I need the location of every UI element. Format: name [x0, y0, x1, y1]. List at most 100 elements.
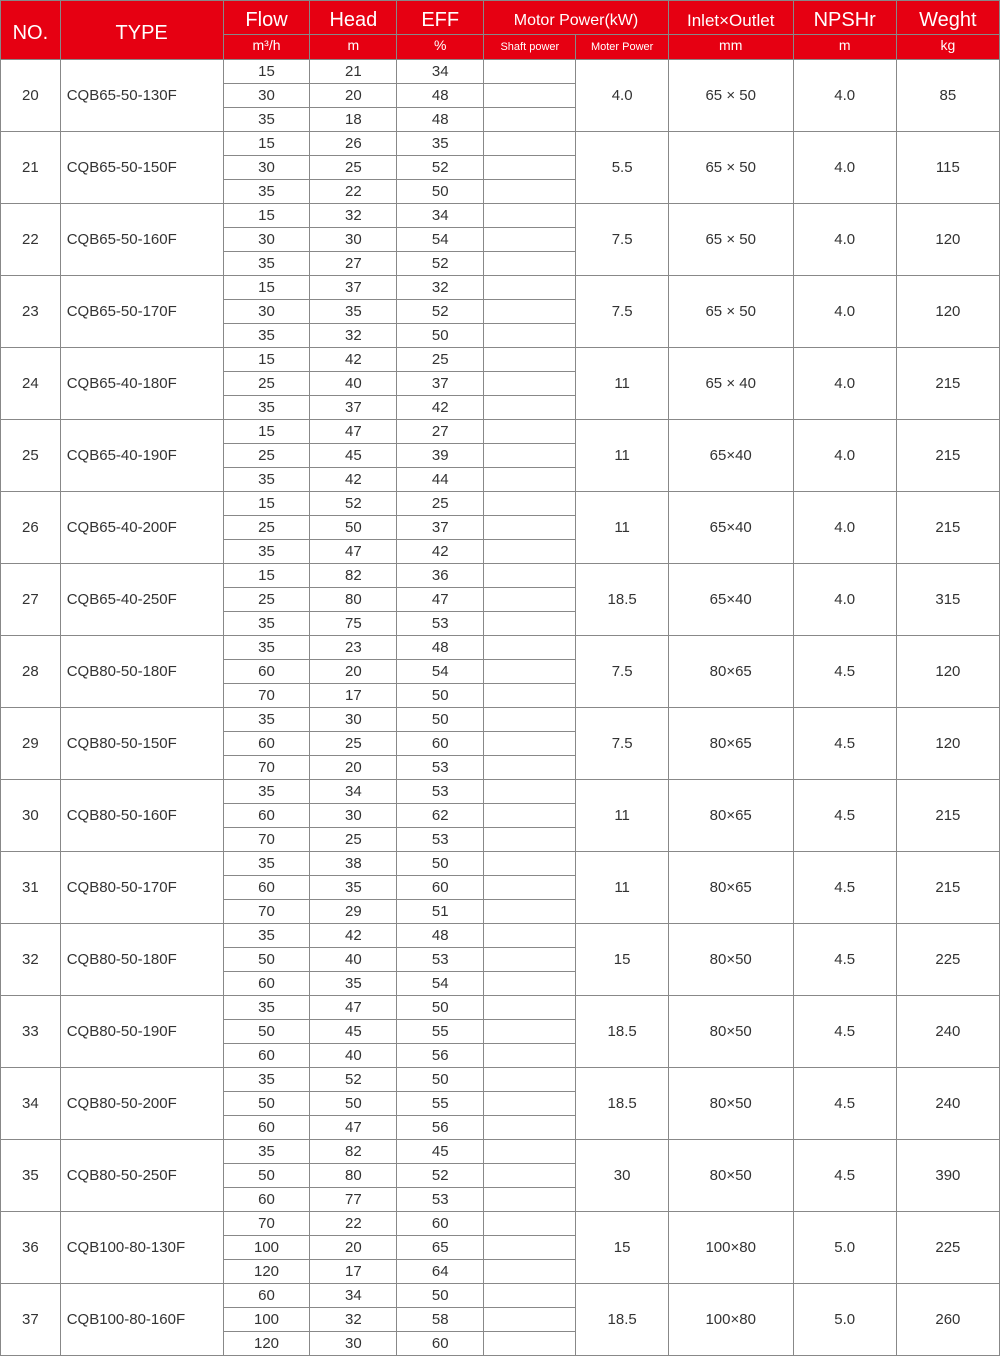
cell-shaft [484, 1260, 576, 1284]
cell-eff: 44 [397, 468, 484, 492]
cell-head: 50 [310, 516, 397, 540]
cell-type: CQB65-40-180F [60, 348, 223, 420]
cell-shaft [484, 1332, 576, 1356]
table-row: 27CQB65-40-250F15823618.565×404.0315 [1, 564, 1000, 588]
cell-type: CQB80-50-150F [60, 708, 223, 780]
cell-npshr: 4.0 [793, 60, 896, 132]
cell-type: CQB100-80-130F [60, 1212, 223, 1284]
cell-weight: 215 [896, 348, 999, 420]
cell-head: 25 [310, 828, 397, 852]
cell-flow: 30 [223, 300, 310, 324]
cell-flow: 35 [223, 612, 310, 636]
cell-no: 36 [1, 1212, 61, 1284]
cell-inlet: 80×65 [668, 780, 793, 852]
cell-npshr: 4.0 [793, 204, 896, 276]
table-row: 33CQB80-50-190F35475018.580×504.5240 [1, 996, 1000, 1020]
cell-head: 47 [310, 540, 397, 564]
cell-npshr: 4.5 [793, 636, 896, 708]
table-body: 20CQB65-50-130F1521344.065 × 504.0853020… [1, 60, 1000, 1356]
cell-weight: 120 [896, 204, 999, 276]
cell-motor: 7.5 [576, 708, 668, 780]
cell-shaft [484, 924, 576, 948]
cell-shaft [484, 660, 576, 684]
cell-eff: 55 [397, 1092, 484, 1116]
cell-type: CQB80-50-190F [60, 996, 223, 1068]
cell-inlet: 65×40 [668, 564, 793, 636]
cell-eff: 60 [397, 1212, 484, 1236]
cell-weight: 215 [896, 852, 999, 924]
cell-type: CQB65-40-250F [60, 564, 223, 636]
cell-head: 34 [310, 1284, 397, 1308]
cell-weight: 120 [896, 708, 999, 780]
cell-eff: 25 [397, 348, 484, 372]
cell-flow: 70 [223, 756, 310, 780]
cell-flow: 35 [223, 252, 310, 276]
cell-no: 30 [1, 780, 61, 852]
cell-motor: 11 [576, 348, 668, 420]
cell-head: 82 [310, 564, 397, 588]
cell-shaft [484, 1140, 576, 1164]
cell-head: 20 [310, 660, 397, 684]
cell-weight: 260 [896, 1284, 999, 1356]
cell-motor: 4.0 [576, 60, 668, 132]
cell-eff: 56 [397, 1116, 484, 1140]
cell-head: 22 [310, 180, 397, 204]
cell-shaft [484, 780, 576, 804]
cell-eff: 37 [397, 372, 484, 396]
cell-weight: 225 [896, 924, 999, 996]
cell-eff: 53 [397, 948, 484, 972]
cell-head: 35 [310, 300, 397, 324]
cell-eff: 50 [397, 852, 484, 876]
cell-eff: 32 [397, 276, 484, 300]
cell-eff: 50 [397, 324, 484, 348]
cell-flow: 15 [223, 276, 310, 300]
table-row: 21CQB65-50-150F1526355.565 × 504.0115 [1, 132, 1000, 156]
cell-shaft [484, 1020, 576, 1044]
cell-shaft [484, 708, 576, 732]
cell-head: 35 [310, 972, 397, 996]
cell-npshr: 5.0 [793, 1212, 896, 1284]
cell-eff: 55 [397, 1020, 484, 1044]
cell-head: 40 [310, 372, 397, 396]
cell-flow: 35 [223, 996, 310, 1020]
table-row: 35CQB80-50-250F3582453080×504.5390 [1, 1140, 1000, 1164]
table-row: 29CQB80-50-150F3530507.580×654.5120 [1, 708, 1000, 732]
col-shaft: Shaft power [484, 35, 576, 60]
cell-head: 37 [310, 276, 397, 300]
cell-eff: 62 [397, 804, 484, 828]
cell-head: 42 [310, 468, 397, 492]
col-weight-unit: kg [896, 35, 999, 60]
cell-head: 30 [310, 228, 397, 252]
cell-head: 47 [310, 420, 397, 444]
cell-head: 22 [310, 1212, 397, 1236]
cell-no: 28 [1, 636, 61, 708]
cell-flow: 15 [223, 564, 310, 588]
cell-shaft [484, 732, 576, 756]
cell-flow: 30 [223, 156, 310, 180]
cell-eff: 27 [397, 420, 484, 444]
cell-inlet: 80×65 [668, 708, 793, 780]
cell-shaft [484, 852, 576, 876]
col-motor: Motor Power(kW) [484, 1, 669, 35]
cell-inlet: 65×40 [668, 420, 793, 492]
cell-flow: 35 [223, 1140, 310, 1164]
cell-type: CQB65-40-200F [60, 492, 223, 564]
cell-no: 26 [1, 492, 61, 564]
cell-eff: 53 [397, 780, 484, 804]
col-head-unit: m [310, 35, 397, 60]
cell-flow: 35 [223, 540, 310, 564]
cell-shaft [484, 1212, 576, 1236]
table-row: 37CQB100-80-160F60345018.5100×805.0260 [1, 1284, 1000, 1308]
cell-shaft [484, 540, 576, 564]
cell-motor: 18.5 [576, 1068, 668, 1140]
cell-eff: 52 [397, 156, 484, 180]
cell-eff: 54 [397, 228, 484, 252]
cell-npshr: 4.5 [793, 852, 896, 924]
cell-shaft [484, 492, 576, 516]
cell-head: 52 [310, 1068, 397, 1092]
cell-eff: 50 [397, 180, 484, 204]
cell-head: 80 [310, 1164, 397, 1188]
cell-eff: 54 [397, 660, 484, 684]
cell-flow: 15 [223, 204, 310, 228]
cell-no: 21 [1, 132, 61, 204]
